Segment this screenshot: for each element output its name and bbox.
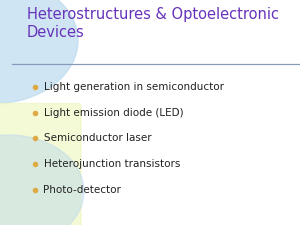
FancyBboxPatch shape — [0, 104, 81, 225]
Circle shape — [0, 135, 84, 225]
Text: Semiconductor laser: Semiconductor laser — [44, 133, 151, 143]
Text: Heterostructures & Optoelectronic
Devices: Heterostructures & Optoelectronic Device… — [27, 7, 279, 40]
Circle shape — [0, 0, 78, 104]
Text: Heterojunction transistors: Heterojunction transistors — [44, 159, 180, 169]
Text: Light emission diode (LED): Light emission diode (LED) — [44, 108, 183, 117]
Text: Light generation in semiconductor: Light generation in semiconductor — [44, 82, 224, 92]
Text: Photo-detector: Photo-detector — [44, 185, 122, 195]
